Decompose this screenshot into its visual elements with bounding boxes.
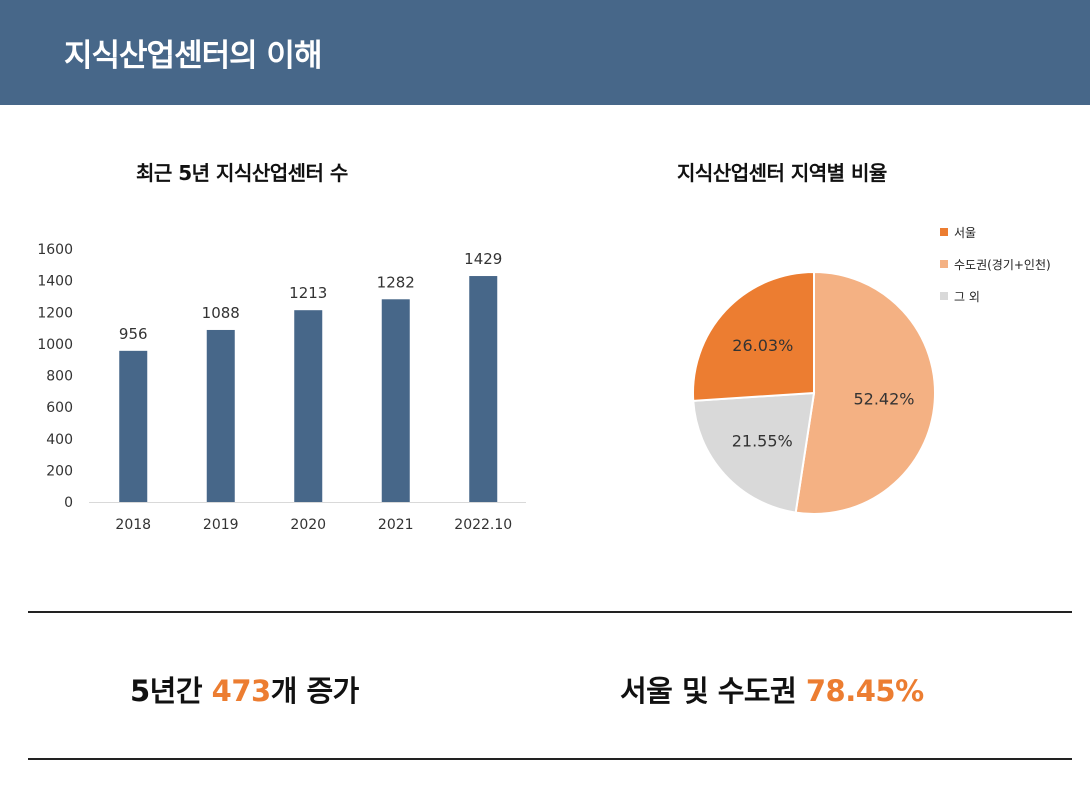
page-title: 지식산업센터의 이해 <box>64 38 322 74</box>
pie-data-label: 21.55% <box>732 431 793 450</box>
pie-slice-2 <box>692 391 816 514</box>
summary-left: 5년간 473개 증가 <box>130 668 359 710</box>
bar-chart-title: 최근 5년 지식산업센터 수 <box>136 161 348 185</box>
y-tick-label: 1200 <box>37 305 73 321</box>
summary-left-highlight: 473 <box>211 674 272 708</box>
summary-right-highlight: 78.45% <box>805 674 924 708</box>
summary-left-prefix: 5년간 <box>130 674 212 708</box>
pie-chart-title: 지식산업센터 지역별 비율 <box>677 161 887 185</box>
x-tick-label: 2021 <box>378 517 414 533</box>
bar-2021 <box>381 299 410 502</box>
legend-swatch-others <box>940 292 948 300</box>
y-tick-label: 1400 <box>37 274 73 290</box>
y-tick-label: 1600 <box>37 242 73 258</box>
y-tick-label: 400 <box>46 432 73 448</box>
legend-item-capital: 수도권(경기+인천) <box>940 256 1051 272</box>
pie-slice-1 <box>794 270 936 515</box>
x-tick-label: 2020 <box>290 517 326 533</box>
bar-chart: 0 200 400 600 800 1000 1200 1400 1600 956 2018 1088… <box>37 242 526 533</box>
summary-right-prefix: 서울 및 수도권 <box>620 674 806 708</box>
legend-label-others: 그 외 <box>954 289 980 304</box>
bar-data-label: 1282 <box>377 273 415 291</box>
bar-2019 <box>206 329 235 502</box>
pie-legend: 서울 수도권(경기+인천) 그 외 <box>940 224 1051 320</box>
legend-label-seoul: 서울 <box>954 225 977 240</box>
x-tick-label: 2019 <box>203 517 239 533</box>
y-tick-label: 600 <box>46 400 73 416</box>
x-tick-label: 2018 <box>115 517 151 533</box>
pie-data-label: 26.03% <box>732 336 793 355</box>
y-tick-label: 200 <box>46 463 73 479</box>
pie-chart: 52.42% 21.55% 26.03% <box>692 270 936 515</box>
bar-data-label: 956 <box>119 325 148 343</box>
pie-slice-0 <box>692 270 815 402</box>
legend-swatch-capital <box>940 260 948 268</box>
y-tick-label: 1000 <box>37 337 73 353</box>
y-tick-label: 0 <box>64 495 73 511</box>
legend-label-capital: 수도권(경기+인천) <box>954 257 1051 272</box>
bottom-divider <box>28 758 1072 760</box>
top-divider <box>28 611 1072 613</box>
bar-data-label: 1213 <box>289 284 327 302</box>
legend-swatch-seoul <box>940 228 948 236</box>
bar-data-label: 1429 <box>464 250 502 268</box>
summary-right: 서울 및 수도권 78.45% <box>620 668 924 710</box>
bar-2018 <box>119 350 148 502</box>
header-bar: 지식산업센터의 이해 <box>0 0 1090 105</box>
bar-data-label: 1088 <box>202 304 240 322</box>
x-tick-label: 2022.10 <box>454 517 512 533</box>
bar-2020 <box>294 310 323 502</box>
legend-item-others: 그 외 <box>940 288 1051 304</box>
bar-2022.10 <box>469 276 498 502</box>
pie-data-label: 52.42% <box>853 389 914 408</box>
summary-left-suffix: 개 증가 <box>270 674 360 708</box>
y-tick-label: 800 <box>46 369 73 385</box>
legend-item-seoul: 서울 <box>940 224 1051 240</box>
